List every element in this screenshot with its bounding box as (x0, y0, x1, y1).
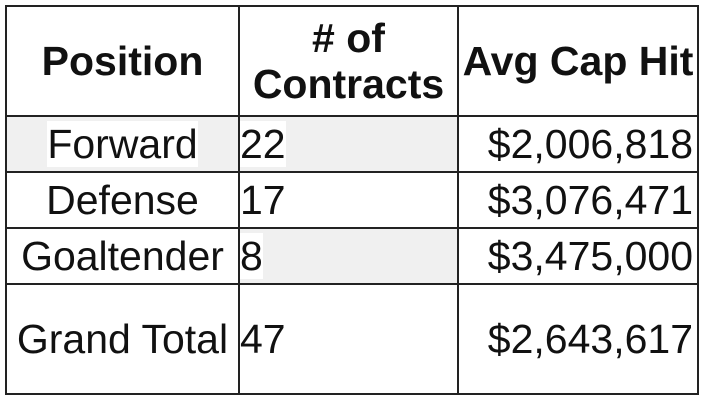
contracts-table: Position # of Contracts Avg Cap Hit Forw… (5, 5, 699, 395)
cell-text: Forward (47, 121, 198, 167)
row: Defense 17 $3,076,471 (5, 171, 699, 229)
cell: $2,643,617 (457, 283, 699, 395)
cell: Defense (5, 171, 240, 229)
cell-text: 8 (240, 233, 263, 279)
header-cell: # of Contracts (238, 5, 459, 117)
header-cell: Avg Cap Hit (457, 5, 699, 117)
header-row: Position # of Contracts Avg Cap Hit (5, 5, 699, 117)
cell: 22 (238, 115, 459, 173)
cell: $3,076,471 (457, 171, 699, 229)
cell: $3,475,000 (457, 227, 699, 285)
cell: 17 (238, 171, 459, 229)
row: Goaltender 8 $3,475,000 (5, 227, 699, 285)
cell: 8 (238, 227, 459, 285)
row: Forward 22 $2,006,818 (5, 115, 699, 173)
header-cell: Position (5, 5, 240, 117)
cell: Goaltender (5, 227, 240, 285)
total-row: Grand Total 47 $2,643,617 (5, 283, 699, 395)
cell-text: 22 (240, 121, 286, 167)
cell: Grand Total (5, 283, 240, 395)
cell: 47 (238, 283, 459, 395)
cell: Forward (5, 115, 240, 173)
cell: $2,006,818 (457, 115, 699, 173)
